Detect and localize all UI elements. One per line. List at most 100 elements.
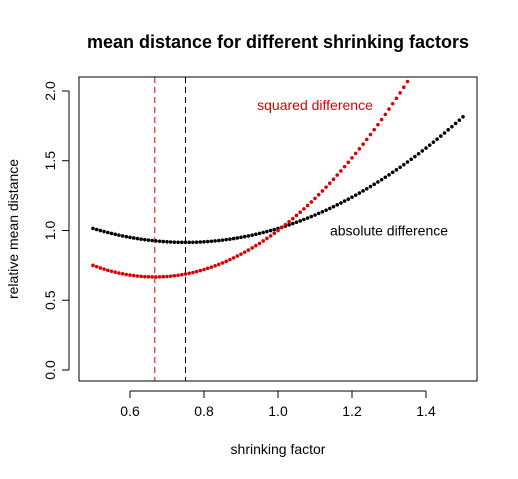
point bbox=[294, 213, 299, 218]
point bbox=[413, 154, 417, 159]
point bbox=[180, 272, 184, 277]
point bbox=[191, 270, 195, 275]
point bbox=[365, 137, 369, 142]
point bbox=[246, 234, 251, 238]
point bbox=[357, 147, 362, 151]
point bbox=[421, 56, 425, 60]
point bbox=[235, 254, 240, 258]
point bbox=[228, 257, 232, 262]
point bbox=[198, 268, 203, 273]
point bbox=[427, 143, 432, 147]
point bbox=[231, 236, 236, 241]
point bbox=[265, 236, 269, 241]
point bbox=[176, 240, 180, 245]
point bbox=[168, 240, 173, 244]
point bbox=[261, 239, 266, 243]
point bbox=[309, 200, 314, 204]
point bbox=[242, 250, 247, 254]
point bbox=[257, 231, 262, 236]
point bbox=[139, 274, 143, 279]
point bbox=[239, 235, 243, 240]
point bbox=[213, 239, 217, 243]
point bbox=[154, 275, 158, 279]
point bbox=[405, 79, 410, 84]
point bbox=[357, 191, 362, 195]
point bbox=[291, 221, 295, 226]
point bbox=[131, 236, 136, 240]
point bbox=[450, 5, 454, 9]
point bbox=[413, 68, 417, 72]
point bbox=[339, 169, 343, 173]
point bbox=[231, 256, 236, 260]
series-1 bbox=[91, 5, 454, 279]
point bbox=[328, 206, 332, 211]
point bbox=[387, 107, 391, 111]
point bbox=[291, 216, 295, 221]
point bbox=[94, 227, 99, 232]
point bbox=[350, 195, 354, 199]
point bbox=[272, 227, 277, 232]
point bbox=[372, 182, 377, 187]
point bbox=[457, 118, 462, 122]
annotation-1: absolute difference bbox=[330, 223, 448, 239]
x-tick-label: 0.8 bbox=[194, 403, 214, 419]
point bbox=[257, 241, 262, 246]
point bbox=[387, 173, 391, 177]
point bbox=[272, 231, 277, 236]
point bbox=[439, 25, 443, 29]
point bbox=[102, 229, 106, 234]
point bbox=[254, 232, 258, 237]
point bbox=[342, 164, 347, 169]
point bbox=[416, 151, 421, 156]
point bbox=[265, 229, 269, 234]
point bbox=[161, 274, 166, 279]
y-tick-label: 1.5 bbox=[42, 151, 58, 171]
point bbox=[165, 274, 169, 279]
point bbox=[106, 230, 110, 235]
point bbox=[209, 239, 214, 244]
point bbox=[198, 240, 203, 244]
point bbox=[268, 234, 273, 238]
point bbox=[202, 240, 206, 244]
point bbox=[331, 177, 336, 181]
point bbox=[139, 237, 143, 241]
point bbox=[305, 203, 310, 208]
point bbox=[250, 233, 254, 237]
point bbox=[376, 122, 380, 127]
point bbox=[224, 237, 228, 242]
point bbox=[331, 204, 336, 209]
point bbox=[365, 186, 369, 191]
annotation-0: squared difference bbox=[257, 97, 373, 113]
point bbox=[402, 85, 406, 90]
point bbox=[228, 237, 232, 241]
point bbox=[379, 177, 384, 182]
point bbox=[350, 156, 354, 160]
point bbox=[157, 239, 162, 244]
point bbox=[390, 170, 395, 175]
point bbox=[98, 266, 103, 270]
point bbox=[172, 240, 177, 244]
point bbox=[368, 132, 373, 137]
point bbox=[109, 231, 114, 236]
point bbox=[220, 238, 225, 242]
point bbox=[450, 124, 454, 129]
point bbox=[254, 243, 258, 248]
point bbox=[217, 238, 221, 243]
point bbox=[217, 262, 221, 267]
point bbox=[246, 248, 251, 252]
point bbox=[446, 128, 451, 132]
y-tick-label: 1.0 bbox=[42, 221, 58, 241]
series-0 bbox=[91, 115, 465, 245]
point bbox=[324, 208, 328, 212]
point bbox=[176, 273, 180, 278]
point bbox=[143, 237, 147, 242]
point bbox=[224, 259, 228, 264]
point bbox=[316, 211, 321, 216]
point bbox=[376, 180, 380, 184]
point bbox=[339, 201, 343, 205]
point bbox=[417, 62, 421, 66]
point bbox=[324, 185, 328, 189]
point bbox=[353, 151, 358, 156]
point bbox=[183, 240, 188, 245]
